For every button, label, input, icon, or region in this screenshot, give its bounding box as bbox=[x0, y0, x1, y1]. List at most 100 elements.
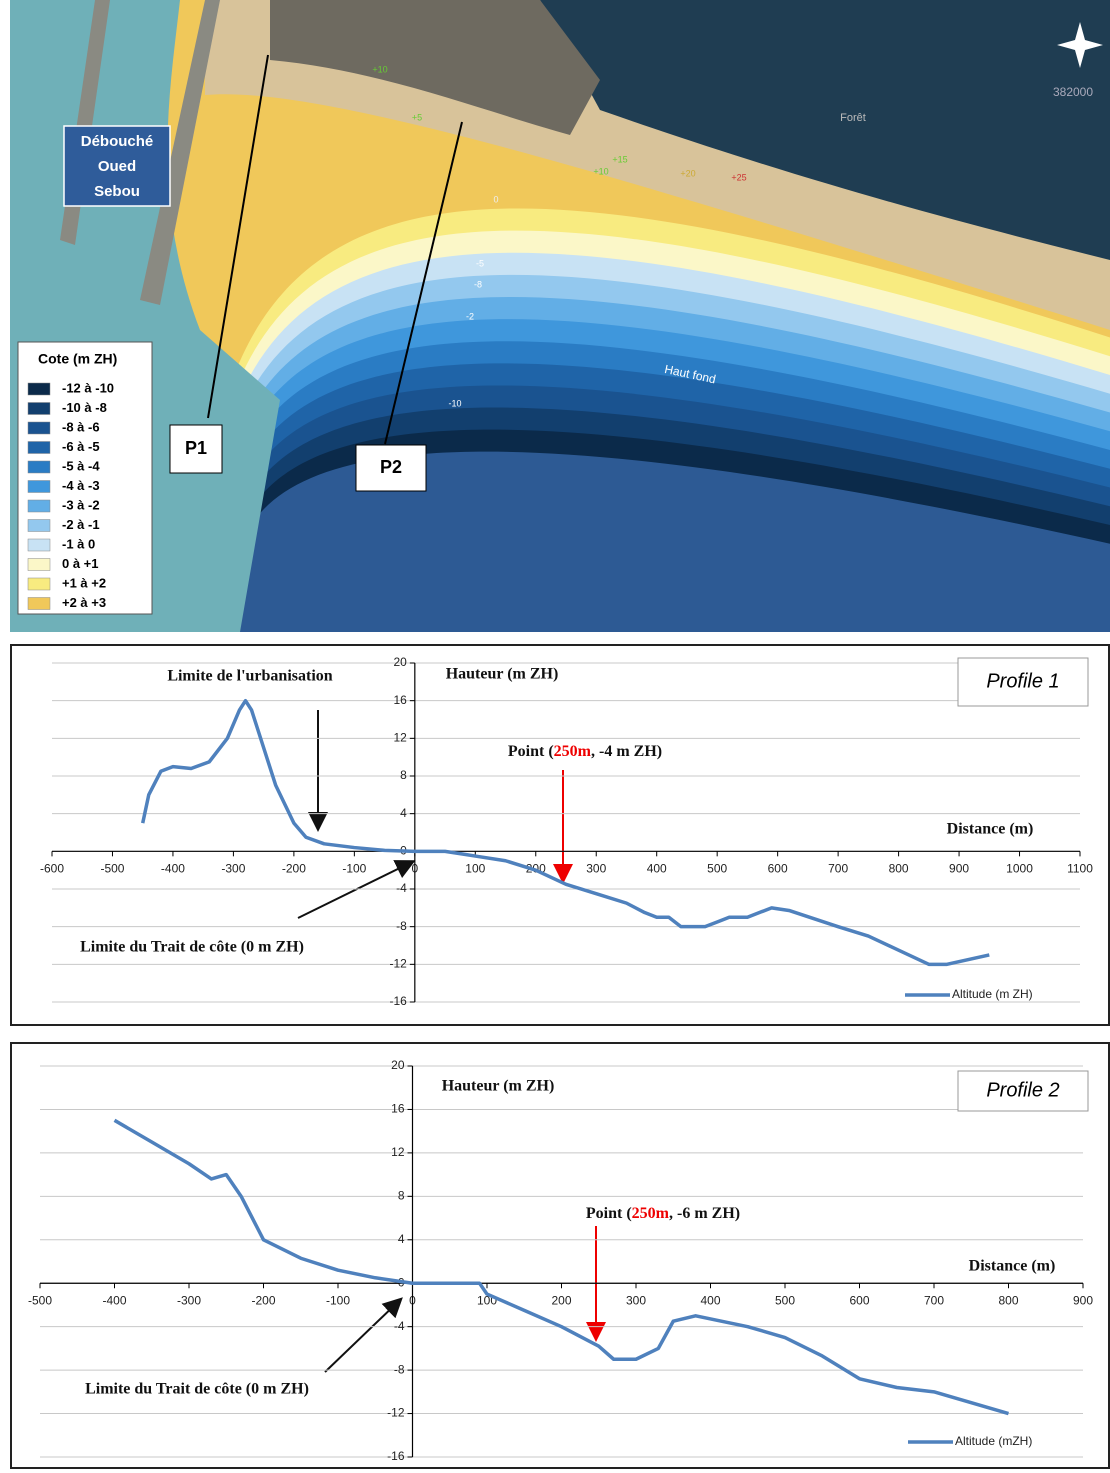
x-tick-label: 900 bbox=[1073, 1293, 1093, 1307]
contour-label: -2 bbox=[466, 311, 474, 321]
x-tick-label: -200 bbox=[251, 1293, 275, 1307]
x-tick-label: -400 bbox=[161, 862, 185, 876]
y-tick-label: 12 bbox=[391, 1145, 405, 1159]
x-tick-label: 500 bbox=[775, 1293, 795, 1307]
x-axis-label: Distance (m) bbox=[969, 1258, 1056, 1275]
legend-swatch bbox=[28, 422, 50, 434]
annotation-part: , -6 m ZH) bbox=[669, 1205, 740, 1222]
x-axis-label: Distance (m) bbox=[947, 821, 1034, 838]
y-tick-label: 8 bbox=[398, 1189, 405, 1203]
x-tick-label: 800 bbox=[998, 1293, 1018, 1307]
legend-swatch bbox=[28, 578, 50, 590]
x-tick-label: 300 bbox=[586, 862, 606, 876]
legend-swatch bbox=[28, 461, 50, 473]
contour-label: 0 bbox=[493, 194, 498, 204]
y-tick-label: 16 bbox=[391, 1102, 405, 1116]
x-tick-label: 700 bbox=[828, 862, 848, 876]
x-tick-label: -100 bbox=[342, 862, 366, 876]
x-tick-label: -100 bbox=[326, 1293, 350, 1307]
x-tick-label: -600 bbox=[40, 862, 64, 876]
legend-swatch bbox=[28, 559, 50, 571]
annotation: Limite de l'urbanisation bbox=[167, 668, 332, 685]
chart-frame bbox=[11, 1043, 1109, 1468]
chart-frame bbox=[11, 645, 1109, 1025]
x-tick-label: 600 bbox=[849, 1293, 869, 1307]
y-tick-label: -8 bbox=[396, 919, 407, 933]
x-tick-label: 1000 bbox=[1006, 862, 1033, 876]
y-axis-label: Hauteur (m ZH) bbox=[446, 666, 559, 683]
legend-label: -1 à 0 bbox=[62, 536, 95, 551]
outlet-label: Débouché bbox=[81, 133, 154, 150]
legend-swatch bbox=[28, 481, 50, 493]
y-tick-label: 16 bbox=[393, 693, 407, 707]
contour-label: -10 bbox=[448, 398, 461, 408]
annotation: Limite du Trait de côte (0 m ZH) bbox=[80, 939, 304, 956]
legend-label: -3 à -2 bbox=[62, 497, 100, 512]
contour-label: +15 bbox=[612, 154, 627, 164]
profile-label: P1 bbox=[185, 438, 207, 458]
x-tick-label: -400 bbox=[102, 1293, 126, 1307]
legend-swatch bbox=[28, 383, 50, 395]
legend-label: -6 à -5 bbox=[62, 439, 100, 454]
legend-label: -10 à -8 bbox=[62, 400, 107, 415]
y-tick-label: 4 bbox=[398, 1232, 405, 1246]
annotation-part: , -4 m ZH) bbox=[591, 743, 662, 760]
legend-label: -2 à -1 bbox=[62, 517, 100, 532]
legend-label: -5 à -4 bbox=[62, 458, 100, 473]
chart-title: Profile 2 bbox=[986, 1079, 1059, 1101]
annotation-part: Point ( bbox=[508, 743, 554, 760]
annotation-part: 250m bbox=[632, 1205, 670, 1222]
x-tick-label: 900 bbox=[949, 862, 969, 876]
profile-label: P2 bbox=[380, 457, 402, 477]
legend-label: -12 à -10 bbox=[62, 380, 114, 395]
annotation-part: Point ( bbox=[586, 1205, 632, 1222]
x-tick-label: 1100 bbox=[1067, 862, 1093, 876]
legend-label: Altitude (mZH) bbox=[955, 1434, 1032, 1448]
legend-title: Cote (m ZH) bbox=[38, 351, 117, 367]
legend-label: 0 à +1 bbox=[62, 556, 99, 571]
x-tick-label: 400 bbox=[647, 862, 667, 876]
contour-label: -8 bbox=[474, 279, 482, 289]
legend-label: +2 à +3 bbox=[62, 595, 106, 610]
annotation: Limite du Trait de côte (0 m ZH) bbox=[85, 1381, 309, 1398]
contour-label: +10 bbox=[372, 64, 387, 74]
legend-label: -8 à -6 bbox=[62, 419, 100, 434]
y-tick-label: 4 bbox=[400, 806, 407, 820]
x-tick-label: -500 bbox=[100, 862, 124, 876]
y-tick-label: -16 bbox=[387, 1449, 405, 1463]
outlet-label: Oued bbox=[98, 158, 136, 175]
contour-label: +20 bbox=[680, 168, 695, 178]
legend-label: Altitude (m ZH) bbox=[952, 987, 1033, 1001]
y-tick-label: 12 bbox=[393, 731, 407, 745]
x-tick-label: 800 bbox=[889, 862, 909, 876]
x-tick-label: 400 bbox=[700, 1293, 720, 1307]
contour-label: -5 bbox=[476, 258, 484, 268]
x-tick-label: 500 bbox=[707, 862, 727, 876]
y-tick-label: 8 bbox=[400, 768, 407, 782]
x-tick-label: -200 bbox=[282, 862, 306, 876]
figure: DébouchéOuedSebouP1P2Haut fondForêt38200… bbox=[0, 0, 1110, 1473]
annotation: Point (250m, -4 m ZH) bbox=[508, 743, 662, 760]
map-label: 382000 bbox=[1053, 85, 1093, 99]
legend-label: +1 à +2 bbox=[62, 575, 106, 590]
legend-swatch bbox=[28, 442, 50, 454]
x-tick-label: 100 bbox=[465, 862, 485, 876]
x-tick-label: -300 bbox=[221, 862, 245, 876]
x-tick-label: -500 bbox=[28, 1293, 52, 1307]
y-tick-label: -12 bbox=[387, 1406, 405, 1420]
annotation: Point (250m, -6 m ZH) bbox=[586, 1205, 740, 1222]
legend-swatch bbox=[28, 403, 50, 415]
x-tick-label: 700 bbox=[924, 1293, 944, 1307]
contour-label: +25 bbox=[731, 172, 746, 182]
chart-title: Profile 1 bbox=[986, 670, 1059, 692]
outlet-label: Sebou bbox=[94, 183, 140, 200]
y-tick-label: 20 bbox=[393, 655, 407, 669]
legend-label: -4 à -3 bbox=[62, 478, 100, 493]
map-label: Forêt bbox=[840, 112, 866, 124]
y-tick-label: -4 bbox=[396, 881, 407, 895]
page: DébouchéOuedSebouP1P2Haut fondForêt38200… bbox=[0, 0, 1110, 1473]
legend-swatch bbox=[28, 539, 50, 551]
contour-label: +10 bbox=[593, 166, 608, 176]
x-tick-label: 300 bbox=[626, 1293, 646, 1307]
